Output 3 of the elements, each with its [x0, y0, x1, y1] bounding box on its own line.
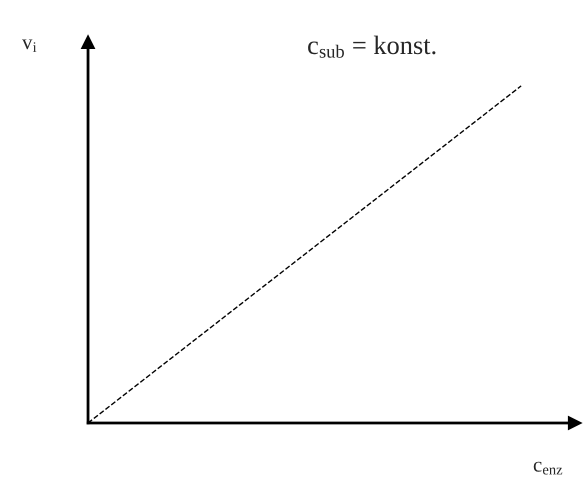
y-axis-title: v$_{i}$ [22, 39, 36, 52]
x-axis-title: c$_{enz}$ [534, 462, 562, 475]
text: c$_{sub}$ = konst. [308, 36, 436, 58]
